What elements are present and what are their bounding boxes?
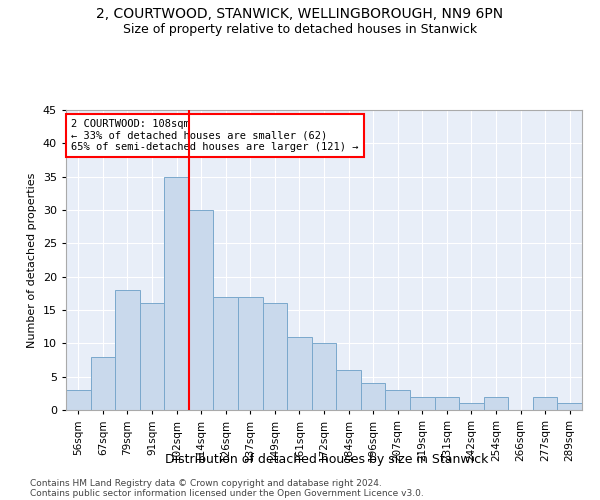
Bar <box>140 304 164 410</box>
Text: 2 COURTWOOD: 108sqm
← 33% of detached houses are smaller (62)
65% of semi-detach: 2 COURTWOOD: 108sqm ← 33% of detached ho… <box>71 119 359 152</box>
Text: Contains public sector information licensed under the Open Government Licence v3: Contains public sector information licen… <box>30 488 424 498</box>
Bar <box>115 290 140 410</box>
Bar <box>410 396 434 410</box>
Bar <box>164 176 189 410</box>
Bar <box>238 296 263 410</box>
Bar <box>385 390 410 410</box>
Bar <box>361 384 385 410</box>
Text: Contains HM Land Registry data © Crown copyright and database right 2024.: Contains HM Land Registry data © Crown c… <box>30 478 382 488</box>
Bar <box>434 396 459 410</box>
Bar <box>484 396 508 410</box>
Y-axis label: Number of detached properties: Number of detached properties <box>27 172 37 348</box>
Text: Size of property relative to detached houses in Stanwick: Size of property relative to detached ho… <box>123 22 477 36</box>
Bar <box>557 404 582 410</box>
Bar <box>263 304 287 410</box>
Text: Distribution of detached houses by size in Stanwick: Distribution of detached houses by size … <box>166 452 488 466</box>
Bar <box>189 210 214 410</box>
Bar <box>66 390 91 410</box>
Bar <box>533 396 557 410</box>
Text: 2, COURTWOOD, STANWICK, WELLINGBOROUGH, NN9 6PN: 2, COURTWOOD, STANWICK, WELLINGBOROUGH, … <box>97 8 503 22</box>
Bar <box>336 370 361 410</box>
Bar <box>91 356 115 410</box>
Bar <box>287 336 312 410</box>
Bar <box>459 404 484 410</box>
Bar <box>214 296 238 410</box>
Bar <box>312 344 336 410</box>
